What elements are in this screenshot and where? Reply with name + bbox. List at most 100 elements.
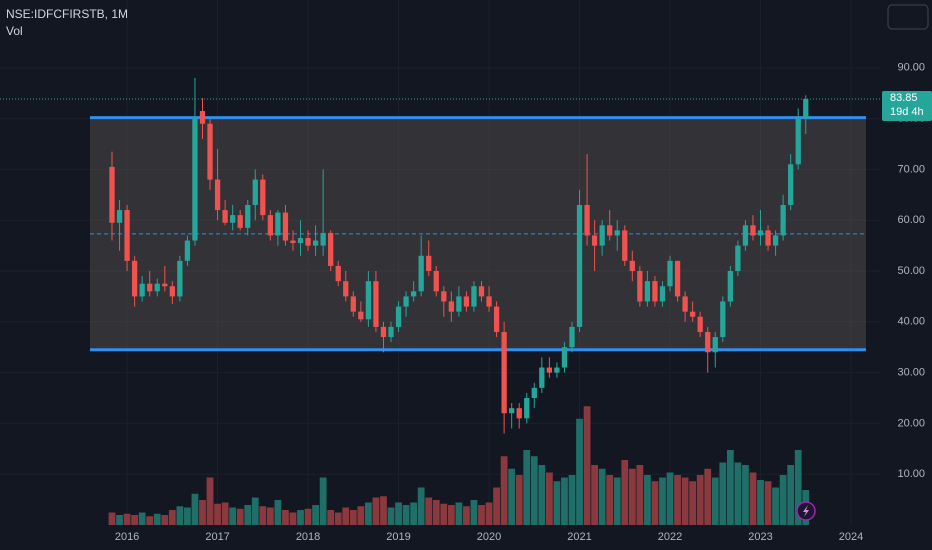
candle-body [418,255,424,292]
volume-bar [221,502,229,525]
candle-body [750,225,756,236]
candle-body [214,179,221,211]
candle-body [576,204,583,327]
volume-bar [138,512,146,525]
x-tick-label: 2019 [386,531,410,543]
candle-body [312,240,319,246]
volume-bar [251,497,259,525]
candle-body [705,331,711,353]
candle-body [546,367,553,373]
volume-bar [455,502,463,525]
x-tick-label: 2024 [839,531,863,543]
volume-bar [689,481,697,525]
candle-body [742,225,749,246]
candle-body [501,331,507,414]
y-tick-label: 20.00 [897,417,925,429]
volume-bar [274,500,282,525]
volume-bar [726,450,734,525]
volume-bar [606,475,614,525]
volume-bar [229,507,237,525]
x-tick-label: 2017 [205,531,229,543]
volume-bar [757,480,764,525]
volume-bar [304,508,312,525]
volume-bar [500,456,508,525]
candle-body [584,204,590,236]
volume-bar [146,516,154,525]
volume-bar [168,510,176,525]
candle-body [524,398,530,419]
candle-body [410,291,417,297]
volume-bar [787,465,795,525]
candle-body [169,286,175,297]
candle-body [637,271,643,302]
volume-bar [161,515,169,525]
volume-bar [214,503,221,525]
candle-body [343,281,349,297]
y-tick-label: 10.00 [897,468,925,480]
volume-bar [530,456,538,525]
candle-body [358,311,364,320]
volume-bar [742,465,749,525]
volume-bar [402,505,410,525]
volume-bar [659,477,666,525]
volume-bar [357,506,365,525]
candle-body [516,408,522,419]
candle-body [644,281,651,302]
volume-bar [621,460,629,525]
x-tick-label: 2022 [658,531,682,543]
candle-body [192,118,198,241]
candle-body [403,296,409,307]
candle-body [772,235,779,246]
volume-bar [410,502,418,525]
candle-body [282,212,289,241]
price-tag-value: 83.85 [890,92,918,104]
candle-body [509,408,515,414]
volume-bar [583,406,591,525]
volume-bar [719,462,727,525]
volume-bar [553,481,561,525]
menu-button[interactable] [887,4,929,30]
volume-bar [696,475,704,525]
volume-bar [297,510,304,525]
y-tick-label: 70.00 [897,163,925,175]
volume-bar [417,487,425,525]
candle-body [433,271,439,292]
x-tick-label: 2021 [567,531,591,543]
candle-body [788,164,794,205]
candle-body [230,215,236,223]
volume-bar [447,505,455,525]
candle-body [207,123,213,180]
candle-body [531,387,537,399]
volume-bar [289,512,297,525]
candle-body [237,215,243,228]
volume-bar [636,465,644,525]
candle-body [456,296,462,312]
volume-bar [387,507,395,525]
volume-layer [108,406,810,525]
x-tick-label: 2018 [296,531,320,543]
lightning-icon[interactable] [796,501,816,521]
volume-bar [576,418,583,525]
candle-body [803,99,809,119]
candle-body [380,326,387,338]
candle-body [426,255,432,272]
candle-body [493,306,500,332]
candle-body [795,118,801,165]
candle-body [252,179,258,205]
volume-bar [123,513,131,525]
volume-bar [440,503,448,525]
candle-body [622,230,628,261]
candle-layer [0,77,880,434]
y-tick-label: 90.00 [897,62,925,74]
volume-bar [319,477,327,525]
candle-body [177,260,183,297]
icon-bolt [803,505,809,517]
candle-body [124,210,130,261]
volume-bar [349,510,357,525]
volume-bar [704,468,712,525]
candle-body [561,347,568,368]
candle-body [697,316,703,332]
candle-body [139,283,145,297]
volume-bar [545,472,553,525]
